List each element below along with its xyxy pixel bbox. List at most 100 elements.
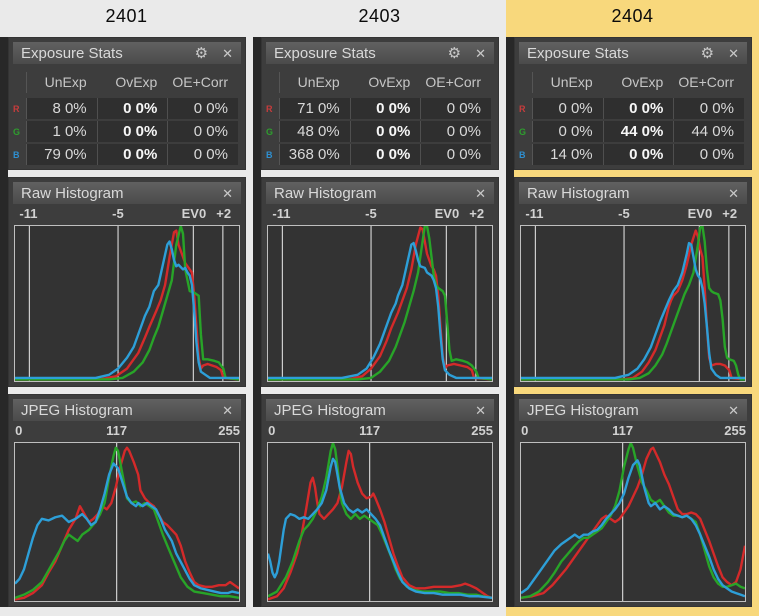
red-channel-curve [15, 231, 239, 380]
compare-column-2401: 2401 Exposure Stats ⚙ ✕ UnExp OvExp OE+C… [0, 0, 253, 616]
gear-icon[interactable]: ⚙ [194, 44, 209, 62]
axis-tick: 117 [359, 423, 381, 438]
raw-histogram-panel: Raw Histogram ✕ -11 -5 EV0 +2 [514, 177, 752, 387]
level-axis-labels: 0 117 255 [267, 421, 493, 442]
red-channel-curve [521, 448, 745, 598]
axis-tick: 117 [612, 423, 634, 438]
blue-channel-label: B [266, 149, 273, 160]
col-header-unexp: UnExp [532, 72, 603, 93]
stats-row-blue: B 14 0% 0 0% 0 0% [516, 144, 744, 165]
close-icon[interactable]: ✕ [728, 45, 739, 61]
exposure-stats-titlebar[interactable]: Exposure Stats ⚙ ✕ [519, 42, 747, 64]
stats-header-row: UnExp OvExp OE+Corr [10, 72, 238, 93]
red-channel-curve [268, 228, 492, 380]
col-header-oecorr: OE+Corr [678, 74, 734, 90]
close-icon[interactable]: ✕ [475, 185, 486, 201]
axis-tick: -11 [272, 206, 291, 221]
jpeg-histogram-panel: JPEG Histogram ✕ 0 117 255 [261, 394, 499, 607]
green-channel-curve [15, 448, 239, 598]
unexp-value: 368 0% [279, 144, 350, 165]
raw-histogram-plot [267, 225, 493, 382]
ovexp-value: 0 0% [96, 121, 168, 142]
raw-histogram-plot [520, 225, 746, 382]
close-icon[interactable]: ✕ [728, 185, 739, 201]
stats-row-red: R 0 0% 0 0% 0 0% [516, 98, 744, 119]
red-channel-curve [521, 231, 745, 380]
unexp-value: 48 0% [279, 121, 350, 142]
panel-title: Raw Histogram [527, 184, 630, 202]
stats-row-red: R 71 0% 0 0% 0 0% [263, 98, 491, 119]
close-icon[interactable]: ✕ [222, 45, 233, 61]
raw-histogram-titlebar[interactable]: Raw Histogram ✕ [266, 182, 494, 204]
panel-title: JPEG Histogram [527, 401, 639, 419]
close-icon[interactable]: ✕ [728, 402, 739, 418]
oecorr-value: 0 0% [420, 121, 491, 142]
axis-tick: +2 [722, 206, 738, 221]
axis-tick: 0 [268, 423, 276, 438]
col-header-oecorr: OE+Corr [172, 74, 228, 90]
panel-title: Exposure Stats [274, 44, 376, 62]
green-channel-curve [521, 443, 745, 598]
ovexp-value: 0 0% [602, 98, 674, 119]
red-channel-curve [15, 448, 239, 600]
stats-row-red: R 8 0% 0 0% 0 0% [10, 98, 238, 119]
stats-row-blue: B 368 0% 0 0% 0 0% [263, 144, 491, 165]
jpeg-histogram-titlebar[interactable]: JPEG Histogram ✕ [13, 399, 241, 421]
axis-tick: EV0 [181, 206, 207, 221]
compare-column-2403: 2403 Exposure Stats ⚙ ✕ UnExp OvExp OE+C… [253, 0, 506, 616]
jpeg-histogram-titlebar[interactable]: JPEG Histogram ✕ [519, 399, 747, 421]
oecorr-value: 0 0% [167, 121, 238, 142]
stats-row-green: G 1 0% 0 0% 0 0% [10, 121, 238, 142]
exposure-stats-titlebar[interactable]: Exposure Stats ⚙ ✕ [13, 42, 241, 64]
gear-icon[interactable]: ⚙ [447, 44, 462, 62]
image-name-header[interactable]: 2401 [0, 0, 253, 33]
axis-tick: 0 [15, 423, 23, 438]
axis-tick: 255 [471, 423, 493, 438]
col-header-oecorr: OE+Corr [425, 74, 481, 90]
col-header-ovexp: OvExp [115, 74, 158, 90]
exposure-stats-titlebar[interactable]: Exposure Stats ⚙ ✕ [266, 42, 494, 64]
jpeg-histogram-titlebar[interactable]: JPEG Histogram ✕ [266, 399, 494, 421]
red-channel-label: R [266, 103, 273, 114]
jpeg-histogram-panel: JPEG Histogram ✕ 0 117 255 [8, 394, 246, 607]
image-name-header[interactable]: 2403 [253, 0, 506, 33]
raw-histogram-titlebar[interactable]: Raw Histogram ✕ [13, 182, 241, 204]
jpeg-histogram-panel: JPEG Histogram ✕ 0 117 255 [514, 394, 752, 607]
close-icon[interactable]: ✕ [475, 402, 486, 418]
raw-histogram-titlebar[interactable]: Raw Histogram ✕ [519, 182, 747, 204]
panel-title: Exposure Stats [21, 44, 123, 62]
ev-axis-labels: -11 -5 EV0 +2 [267, 204, 493, 225]
unexp-value: 0 0% [532, 98, 603, 119]
blue-channel-curve [15, 464, 239, 594]
exposure-stats-panel: Exposure Stats ⚙ ✕ UnExp OvExp OE+Corr R… [261, 37, 499, 170]
axis-tick: -11 [525, 206, 544, 221]
blue-channel-curve [268, 459, 492, 598]
close-icon[interactable]: ✕ [475, 45, 486, 61]
oecorr-value: 0 0% [673, 144, 744, 165]
green-channel-curve [268, 226, 492, 379]
exposure-stats-panel: Exposure Stats ⚙ ✕ UnExp OvExp OE+Corr R… [8, 37, 246, 170]
gear-icon[interactable]: ⚙ [700, 44, 715, 62]
col-header-ovexp: OvExp [368, 74, 411, 90]
axis-tick: 255 [218, 423, 240, 438]
oecorr-value: 0 0% [420, 144, 491, 165]
blue-channel-curve [15, 242, 239, 378]
panel-dock: Exposure Stats ⚙ ✕ UnExp OvExp OE+Corr R… [0, 33, 253, 616]
close-icon[interactable]: ✕ [222, 185, 233, 201]
level-axis-labels: 0 117 255 [14, 421, 240, 442]
axis-tick: EV0 [434, 206, 460, 221]
ovexp-value: 0 0% [349, 144, 421, 165]
image-name-header[interactable]: 2404 [506, 0, 759, 33]
oecorr-value: 0 0% [167, 98, 238, 119]
red-channel-label: R [519, 103, 526, 114]
ovexp-value: 0 0% [602, 144, 674, 165]
axis-tick: -5 [618, 206, 630, 221]
unexp-value: 8 0% [26, 98, 97, 119]
close-icon[interactable]: ✕ [222, 402, 233, 418]
green-channel-curve [521, 226, 745, 379]
unexp-value: 1 0% [26, 121, 97, 142]
axis-tick: -5 [112, 206, 124, 221]
green-channel-label: G [519, 126, 527, 137]
unexp-value: 71 0% [279, 98, 350, 119]
oecorr-value: 0 0% [167, 144, 238, 165]
